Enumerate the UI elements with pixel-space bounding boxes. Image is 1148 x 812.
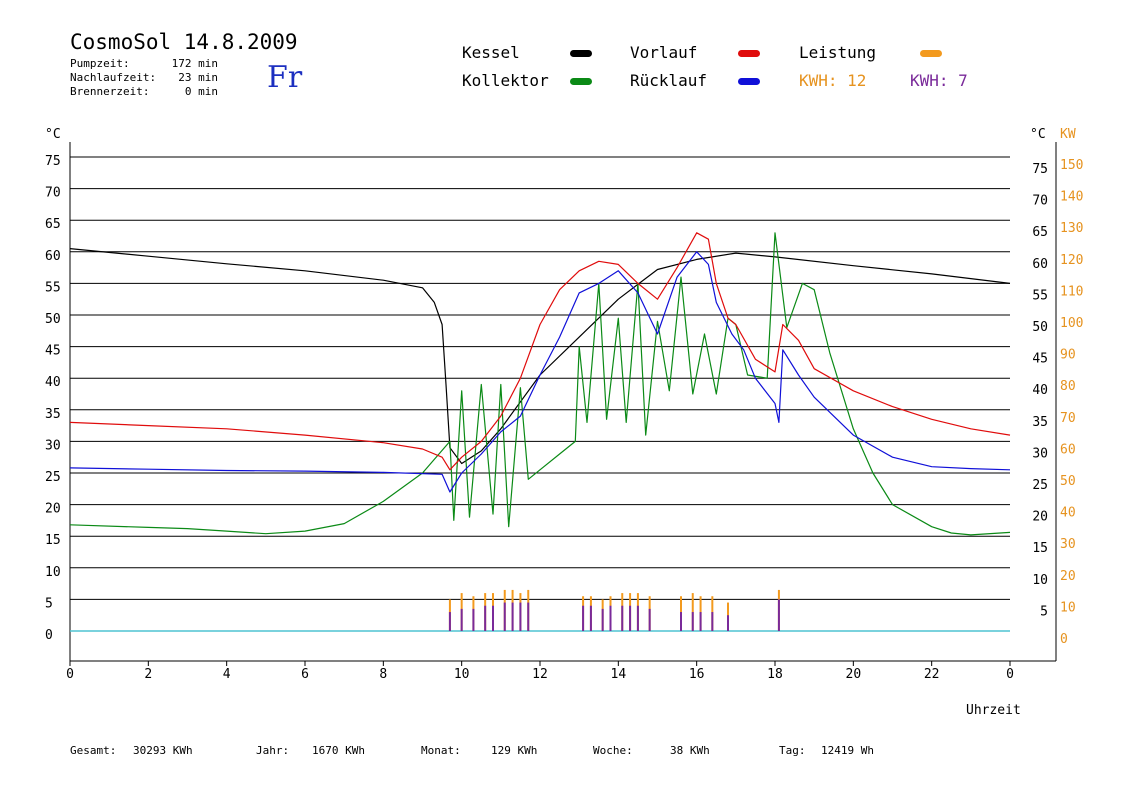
tag-label: Tag: — [779, 744, 806, 757]
legend-label-ruecklauf: Rücklauf — [630, 71, 708, 90]
legend-swatch-kessel — [570, 50, 592, 57]
x-tick-label: 2 — [144, 667, 152, 682]
left-tick-label: 50 — [45, 312, 61, 327]
x-tick-label: 8 — [379, 667, 387, 682]
monat-value: 129 KWh — [491, 744, 538, 757]
left-tick-label: 25 — [45, 470, 61, 485]
left-tick-label: 10 — [45, 565, 61, 580]
left-tick-label: 60 — [45, 249, 61, 264]
series-rcklauf-line — [69, 251, 1011, 493]
right-tick-c-label: 5 — [1040, 604, 1048, 619]
left-tick-label: 40 — [45, 375, 61, 390]
right-tick-kw-label: 150 — [1060, 158, 1083, 173]
x-tick-label: 22 — [924, 667, 940, 682]
right-tick-c-label: 15 — [1032, 541, 1048, 556]
right-tick-c-label: 55 — [1032, 288, 1048, 303]
right-tick-c-label: 45 — [1032, 352, 1048, 367]
weekday-label: Fr — [267, 60, 303, 95]
x-tick-label: 0 — [66, 667, 74, 682]
left-tick-label: 20 — [45, 502, 61, 517]
right-tick-c-label: 75 — [1032, 162, 1048, 177]
monat-label: Monat: — [421, 744, 461, 757]
series-kollektor-line — [69, 232, 1011, 536]
x-tick-label: 20 — [846, 667, 862, 682]
legend-label-vorlauf: Vorlauf — [630, 43, 698, 62]
right-tick-kw-label: 60 — [1060, 442, 1076, 457]
left-tick-label: 45 — [45, 344, 61, 359]
legend-label-kollektor: Kollektor — [462, 71, 549, 90]
gesamt-label: Gesamt: — [70, 744, 117, 757]
right-tick-kw-label: 0 — [1060, 632, 1068, 647]
right-tick-c-label: 25 — [1032, 478, 1048, 493]
x-tick-label: 6 — [301, 667, 309, 682]
x-tick-label: 10 — [454, 667, 470, 682]
left-tick-label: 55 — [45, 280, 61, 295]
left-unit-label: °C — [45, 127, 61, 142]
legend-swatch-kollektor — [570, 78, 592, 85]
left-tick-label: 65 — [45, 217, 61, 232]
pumpzeit-value: 172 min — [171, 57, 218, 70]
legend-swatch-leistung — [920, 50, 942, 57]
left-tick-label: 5 — [45, 596, 53, 611]
legend-swatch-vorlauf — [738, 50, 760, 57]
left-tick-label: 30 — [45, 438, 61, 453]
x-tick-label: 12 — [532, 667, 548, 682]
woche-value: 38 KWh — [670, 744, 710, 757]
right-tick-c-label: 35 — [1032, 415, 1048, 430]
series-kessel-line — [69, 248, 1011, 465]
nachlaufzeit-value: 23 min — [178, 71, 218, 84]
right-tick-c-label: 65 — [1032, 225, 1048, 240]
x-axis-title: Uhrzeit — [966, 703, 1021, 718]
right-tick-kw-label: 140 — [1060, 190, 1083, 205]
jahr-label: Jahr: — [256, 744, 290, 757]
legend-label-leistung: Leistung — [799, 43, 877, 62]
legend-label-kessel: Kessel — [462, 43, 520, 62]
left-tick-label: 0 — [45, 628, 53, 643]
right-tick-kw-label: 30 — [1060, 537, 1076, 552]
gesamt-value: 30293 KWh — [133, 744, 193, 757]
chart-title: CosmoSol 14.8.2009 — [70, 30, 298, 54]
right-tick-c-label: 60 — [1032, 257, 1048, 272]
tag-value: 12419 Wh — [821, 744, 874, 757]
left-tick-label: 75 — [45, 154, 61, 169]
right-tick-c-label: 70 — [1032, 194, 1048, 209]
right-tick-kw-label: 90 — [1060, 348, 1076, 363]
right-tick-c-label: 10 — [1032, 573, 1048, 588]
right-tick-kw-label: 110 — [1060, 284, 1083, 299]
brennerzeit-value: 0 min — [184, 85, 218, 98]
jahr-value: 1670 KWh — [312, 744, 365, 757]
x-tick-label: 16 — [689, 667, 705, 682]
x-tick-label: 4 — [223, 667, 231, 682]
legend-swatch-ruecklauf — [738, 78, 760, 85]
right-tick-kw-label: 80 — [1060, 379, 1076, 394]
woche-label: Woche: — [593, 744, 633, 757]
left-tick-label: 15 — [45, 533, 61, 548]
x-tick-label: 14 — [611, 667, 627, 682]
nachlaufzeit-label: Nachlaufzeit: — [70, 71, 157, 84]
right-tick-c-label: 30 — [1032, 446, 1048, 461]
left-tick-label: 70 — [45, 186, 61, 201]
left-tick-label: 35 — [45, 407, 61, 422]
right-tick-kw-label: 50 — [1060, 474, 1076, 489]
right-unit-kw-label: KW — [1060, 127, 1076, 142]
brennerzeit-label: Brennerzeit: — [70, 85, 150, 98]
kwh-orange-label: KWH: 12 — [799, 71, 867, 90]
pumpzeit-label: Pumpzeit: — [70, 57, 130, 70]
right-tick-c-label: 20 — [1032, 510, 1048, 525]
right-tick-kw-label: 10 — [1060, 600, 1076, 615]
series-vorlauf-line — [69, 232, 1011, 471]
right-tick-kw-label: 130 — [1060, 221, 1083, 236]
right-tick-kw-label: 70 — [1060, 411, 1076, 426]
kwh-purple-label: KWH: 7 — [910, 71, 968, 90]
x-tick-label: 18 — [767, 667, 783, 682]
right-tick-c-label: 50 — [1032, 320, 1048, 335]
right-tick-kw-label: 20 — [1060, 569, 1076, 584]
right-tick-kw-label: 40 — [1060, 506, 1076, 521]
right-tick-kw-label: 120 — [1060, 253, 1083, 268]
right-unit-c-label: °C — [1030, 127, 1046, 142]
right-tick-c-label: 40 — [1032, 383, 1048, 398]
right-tick-kw-label: 100 — [1060, 316, 1083, 331]
x-tick-label: 0 — [1006, 667, 1014, 682]
